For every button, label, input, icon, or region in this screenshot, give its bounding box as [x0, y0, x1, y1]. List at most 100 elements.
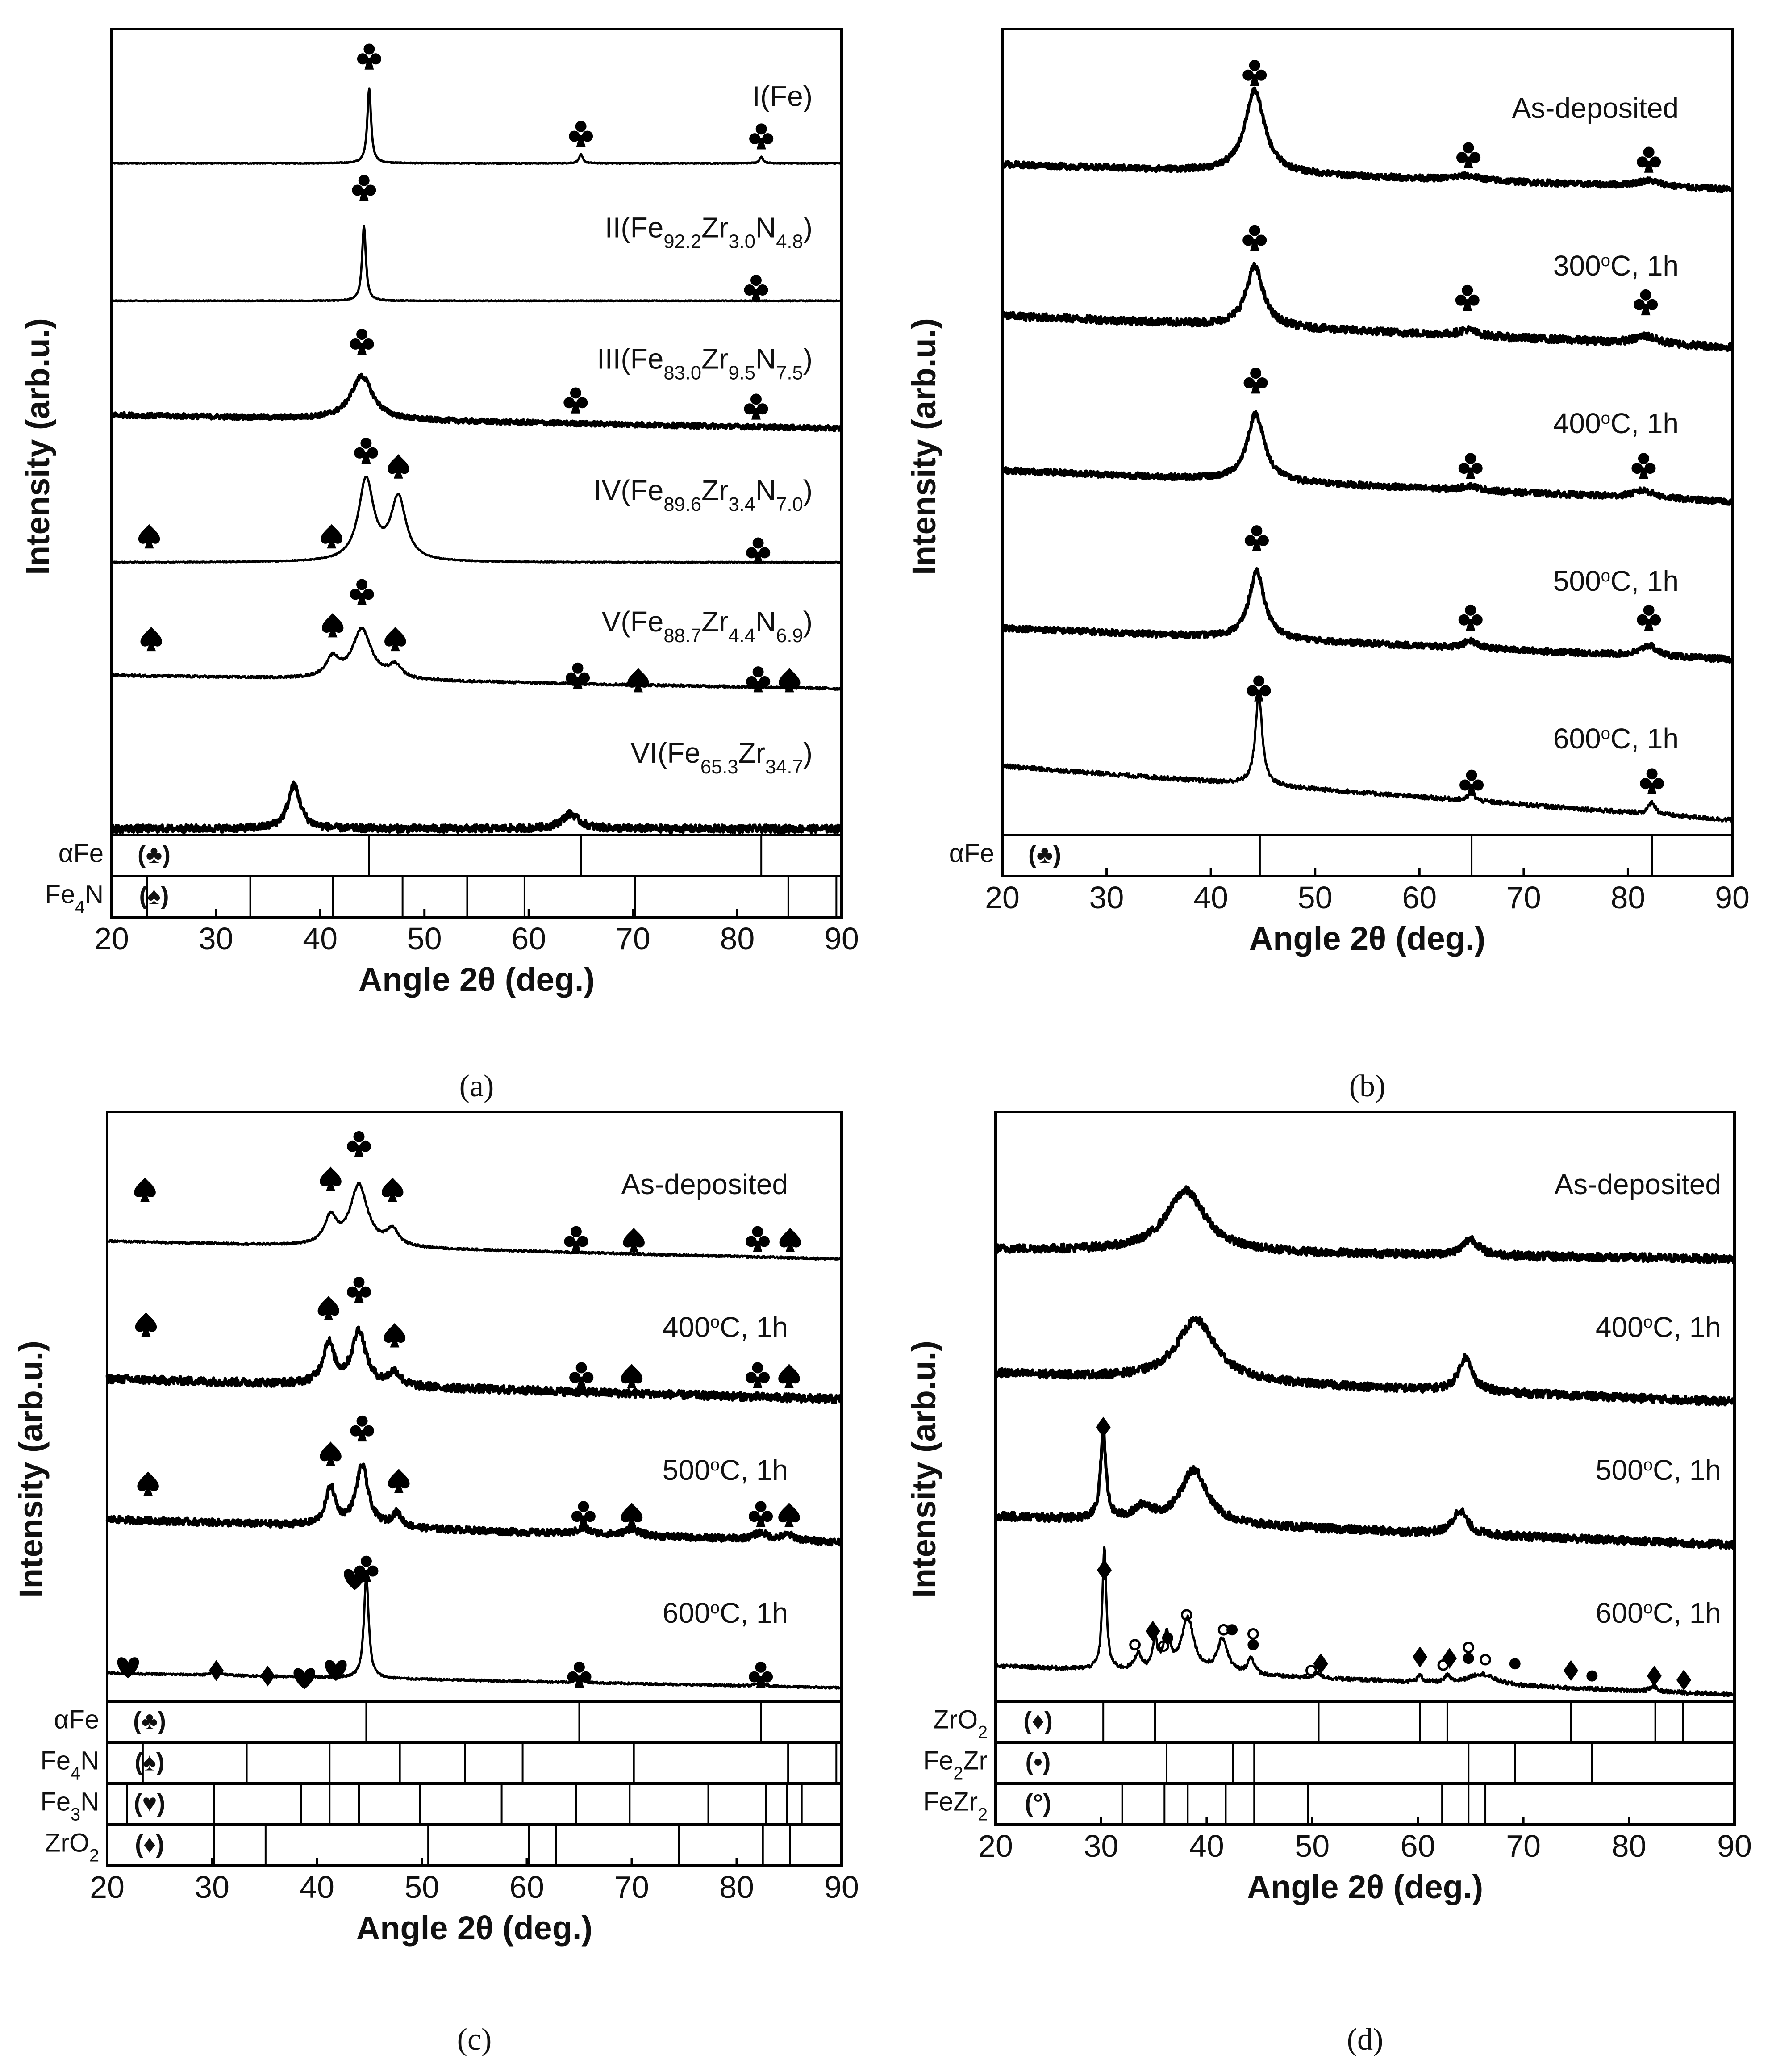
spade-head	[137, 1471, 159, 1491]
club-lobe	[755, 1501, 767, 1512]
series-line-b-0	[1001, 86, 1734, 193]
spade-head	[621, 1503, 643, 1523]
club-stem	[1639, 467, 1648, 479]
phase-name-part: ZrO	[45, 1829, 89, 1858]
club-marker	[749, 1661, 773, 1688]
club-lobe	[367, 447, 378, 459]
series-line-a-3	[110, 476, 842, 564]
club-lobe	[1256, 377, 1268, 388]
series-label-part: 3.0	[728, 231, 755, 253]
phase-name-part: Fe	[923, 1746, 954, 1775]
series-label: 500oC, 1h	[1553, 565, 1679, 597]
club-lobe	[752, 1362, 763, 1374]
club-lobe	[755, 1661, 767, 1673]
club-stem	[1641, 304, 1651, 316]
series-label-part: Zr	[701, 474, 728, 506]
x-tick-label: 40	[1193, 880, 1228, 915]
x-tick-label: 60	[1402, 880, 1437, 915]
phase-name: Fe3N	[40, 1788, 99, 1825]
series-label-part: N	[755, 474, 776, 506]
diamond-marker	[1563, 1660, 1579, 1681]
club-stem	[1647, 782, 1657, 794]
club-lobe	[1640, 289, 1651, 301]
series-label-part: C, 1h	[1653, 1454, 1721, 1486]
club-stem	[579, 1515, 588, 1527]
spade-stem	[390, 1338, 400, 1348]
club-lobe	[759, 676, 771, 687]
club-lobe	[1242, 234, 1254, 246]
club-stem	[1644, 161, 1654, 173]
phase-name-part: 2	[89, 1846, 99, 1866]
series-label-part: C, 1h	[1610, 565, 1679, 597]
series-label-part: 4.8	[776, 231, 803, 253]
club-lobe	[750, 393, 762, 405]
club-lobe	[1471, 463, 1483, 474]
phase-symbol: (♦)	[1023, 1707, 1053, 1735]
series-label-part: 600	[1553, 723, 1601, 755]
panel-caption: (d)	[1347, 2022, 1384, 2057]
open-circle-marker	[1480, 1654, 1491, 1666]
series-label: I(Fe)	[752, 80, 813, 112]
y-axis-label: Intensity (arb.u.)	[19, 318, 56, 575]
x-tick-label: 50	[1295, 1829, 1330, 1863]
club-lobe	[1249, 59, 1260, 71]
club-lobe	[757, 403, 768, 415]
spade-stem	[146, 642, 156, 652]
club-lobe	[352, 184, 363, 196]
club-lobe	[563, 397, 575, 409]
club-marker	[350, 579, 374, 605]
spade-head	[317, 1296, 340, 1316]
phase-name-part: FeZr	[923, 1788, 978, 1817]
x-tick-label: 90	[824, 921, 859, 956]
diamond-marker	[208, 1660, 224, 1681]
series-label-part: C, 1h	[720, 1454, 788, 1486]
club-stem	[756, 1515, 766, 1527]
x-tick-label: 60	[511, 921, 546, 956]
x-tick-label: 90	[824, 1870, 859, 1905]
club-stem	[354, 1291, 364, 1303]
club-lobe	[360, 437, 372, 449]
club-lobe	[1243, 377, 1255, 388]
club-lobe	[744, 284, 755, 296]
spade-head	[320, 1166, 342, 1186]
series-label-part: 400	[1596, 1311, 1643, 1343]
club-stem	[575, 1676, 584, 1688]
phase-name-part: 2	[953, 1764, 963, 1784]
phase-symbol: (♥)	[134, 1789, 166, 1817]
club-stem	[576, 135, 586, 147]
club-lobe	[1646, 768, 1658, 780]
phase-name-part: Fe	[40, 1788, 71, 1817]
spade-marker	[778, 1364, 800, 1388]
club-marker	[1456, 142, 1481, 168]
club-lobe	[1247, 685, 1258, 697]
series-label-part: III(Fe	[597, 343, 663, 375]
filled-circle-marker	[1463, 1653, 1474, 1664]
spade-head	[138, 524, 160, 544]
series-label-part: C, 1h	[1610, 723, 1679, 755]
x-axis-label: Angle 2θ (deg.)	[359, 961, 595, 998]
spade-stem	[394, 1483, 404, 1493]
series-label-part: C, 1h	[1653, 1311, 1721, 1343]
phase-symbol: (♣)	[138, 840, 171, 869]
club-stem	[1252, 539, 1262, 551]
diamond-marker	[260, 1665, 275, 1687]
club-lobe	[357, 53, 368, 65]
series-label-part: 600	[663, 1597, 710, 1629]
series-label-part: 4.4	[728, 625, 755, 647]
series-label: IV(Fe89.6Zr3.4N7.0)	[594, 474, 813, 515]
club-stem	[354, 1145, 364, 1157]
club-lobe	[572, 662, 584, 674]
heart-marker	[117, 1657, 139, 1679]
series-label: 600oC, 1h	[1596, 1597, 1721, 1629]
series-label-part: Zr	[701, 343, 728, 375]
filled-circle-marker	[1509, 1658, 1521, 1670]
club-lobe	[1631, 463, 1643, 474]
x-tick-label: 30	[1089, 880, 1124, 915]
club-lobe	[1643, 146, 1655, 158]
series-line-c-0	[106, 1182, 843, 1261]
series-label-part: 300	[1553, 250, 1601, 282]
club-stem	[361, 452, 371, 464]
x-tick-label: 20	[94, 921, 129, 956]
spade-head	[321, 613, 344, 633]
